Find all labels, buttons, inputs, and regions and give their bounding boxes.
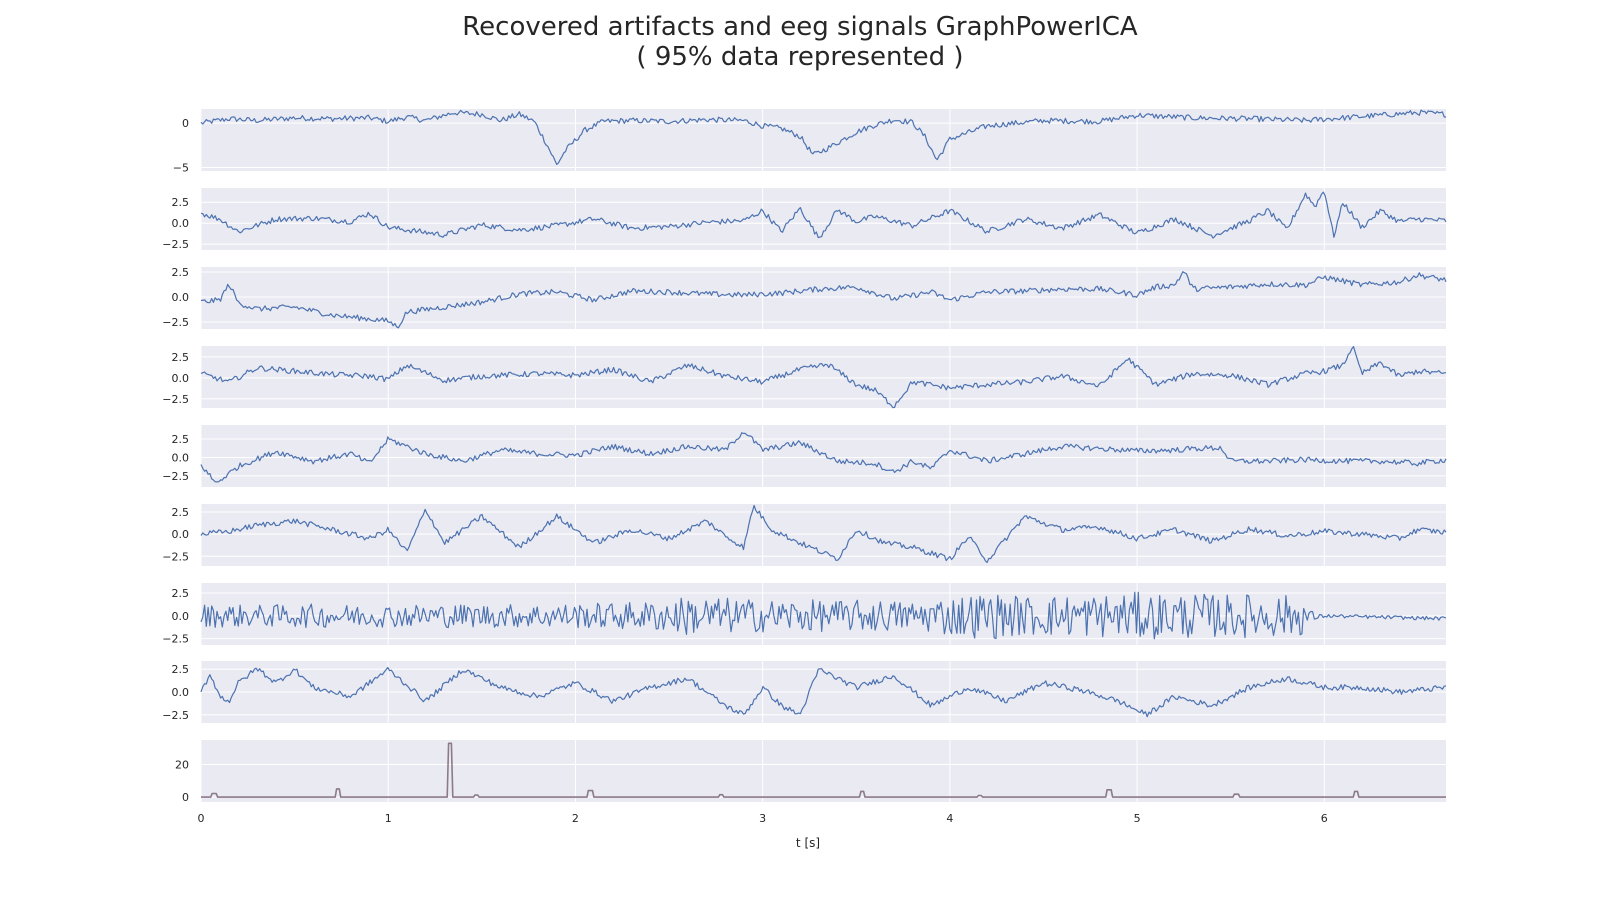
chart-title: Recovered artifacts and eeg signals Grap… [462, 12, 1138, 42]
panels: 0 −5 2.5 0.0 −2.5 2.5 0.0 −2.5 2.5 0.0 −2.5 2.5 0.0 −… [162, 109, 1447, 804]
y-tick-label: 0.0 [172, 528, 190, 541]
x-tick-label: 0 [198, 812, 205, 825]
panel-background [201, 425, 1446, 487]
signal-line [200, 666, 1447, 718]
y-tick-label: 0 [182, 791, 189, 804]
y-tick-label: −2.5 [162, 393, 189, 406]
panel-7: 2.5 0.0 −2.5 [162, 583, 1447, 646]
y-tick-label: 0.0 [172, 451, 190, 464]
y-tick-label: 2.5 [172, 266, 190, 279]
y-tick-label: 2.5 [172, 433, 190, 446]
y-tick-label: 0.0 [172, 372, 190, 385]
y-tick-label: −2.5 [162, 633, 189, 646]
x-tick-label: 2 [572, 812, 579, 825]
y-tick-label: 0.0 [172, 217, 190, 230]
y-tick-label: −2.5 [162, 316, 189, 329]
panel-5: 2.5 0.0 −2.5 [162, 425, 1447, 487]
x-tick-label: 1 [385, 812, 392, 825]
signal-line [200, 432, 1447, 483]
y-tick-label: 2.5 [172, 663, 190, 676]
y-tick-label: −2.5 [162, 470, 189, 483]
panel-3: 2.5 0.0 −2.5 [162, 266, 1447, 329]
y-tick-label: 0 [182, 117, 189, 130]
panel-6: 2.5 0.0 −2.5 [162, 504, 1447, 566]
y-tick-label: −2.5 [162, 238, 189, 251]
panel-background [201, 188, 1446, 250]
chart-subtitle: ( 95% data represented ) [636, 42, 964, 72]
y-tick-label: 2.5 [172, 587, 190, 600]
signal-line [200, 191, 1447, 239]
y-tick-label: 0.0 [172, 610, 190, 623]
panel-8: 2.5 0.0 −2.5 [162, 661, 1447, 723]
y-tick-label: 2.5 [172, 506, 190, 519]
panel-2: 2.5 0.0 −2.5 [162, 188, 1447, 251]
y-tick-label: 0.0 [172, 686, 190, 699]
panel-4: 2.5 0.0 −2.5 [162, 346, 1447, 409]
panel-1: 0 −5 [173, 109, 1447, 174]
signal-line [200, 346, 1447, 409]
signal-line [201, 271, 1447, 329]
y-tick-label: 2.5 [172, 351, 190, 364]
x-tick-label: 5 [1134, 812, 1141, 825]
panel-background [201, 267, 1446, 329]
signal-line [201, 742, 1446, 798]
panel-9: 20 0 [175, 740, 1446, 804]
x-tick-label: 4 [946, 812, 953, 825]
y-tick-label: −5 [173, 161, 189, 174]
panel-background [201, 504, 1446, 566]
x-axis-label: t [s] [796, 836, 820, 850]
x-tick-label: 6 [1321, 812, 1328, 825]
y-tick-label: −2.5 [162, 709, 189, 722]
x-tick-label: 3 [759, 812, 766, 825]
y-tick-label: 2.5 [172, 196, 190, 209]
x-axis: 0 1 2 3 4 5 6 [198, 812, 1328, 825]
y-tick-label: −2.5 [162, 550, 189, 563]
y-tick-label: 20 [175, 758, 189, 771]
signal-line [200, 109, 1447, 165]
y-tick-label: 0.0 [172, 291, 190, 304]
signal-line [200, 504, 1447, 563]
signal-line [200, 591, 1447, 640]
panel-background [201, 740, 1446, 802]
